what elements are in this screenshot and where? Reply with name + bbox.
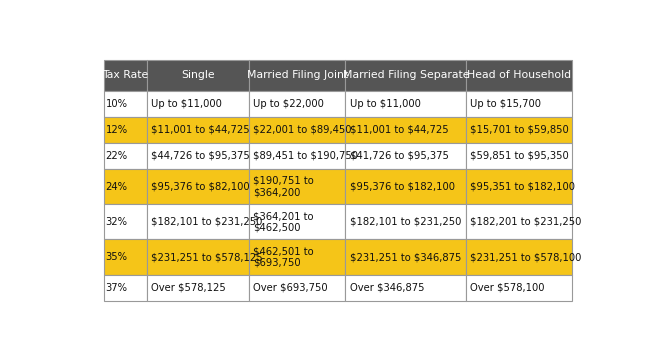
Bar: [345, 239, 466, 275]
Text: $190,751 to
$364,200: $190,751 to $364,200: [253, 176, 313, 197]
Text: $41,726 to $95,375: $41,726 to $95,375: [350, 151, 449, 161]
Text: $95,376 to $182,100: $95,376 to $182,100: [350, 182, 455, 192]
Text: $182,101 to $231,250: $182,101 to $231,250: [350, 217, 462, 227]
Bar: [345, 275, 466, 301]
Bar: [249, 275, 345, 301]
Text: 10%: 10%: [106, 99, 127, 109]
Text: Head of Household: Head of Household: [467, 70, 571, 80]
Bar: [249, 143, 345, 169]
Text: $89,451 to $190,750: $89,451 to $190,750: [253, 151, 358, 161]
Text: Over $578,125: Over $578,125: [151, 283, 226, 293]
Text: 37%: 37%: [106, 283, 127, 293]
Bar: [345, 91, 466, 117]
Text: Married Filing Joint: Married Filing Joint: [246, 70, 348, 80]
Bar: [466, 143, 573, 169]
Bar: [249, 239, 345, 275]
Bar: [148, 275, 249, 301]
Text: Single: Single: [181, 70, 215, 80]
Bar: [345, 117, 466, 143]
Bar: [466, 91, 573, 117]
Bar: [104, 204, 148, 239]
Text: Up to $11,000: Up to $11,000: [350, 99, 421, 109]
Text: Over $578,100: Over $578,100: [471, 283, 545, 293]
Text: Over $346,875: Over $346,875: [350, 283, 424, 293]
Bar: [104, 60, 148, 91]
Text: $11,001 to $44,725: $11,001 to $44,725: [350, 125, 449, 135]
Bar: [345, 60, 466, 91]
Bar: [104, 91, 148, 117]
Bar: [148, 91, 249, 117]
Text: $182,101 to $231,250: $182,101 to $231,250: [151, 217, 263, 227]
Text: 35%: 35%: [106, 252, 127, 262]
Bar: [345, 204, 466, 239]
Bar: [466, 239, 573, 275]
Text: 32%: 32%: [106, 217, 127, 227]
Text: Married Filing Separate: Married Filing Separate: [343, 70, 469, 80]
Bar: [104, 169, 148, 204]
Text: Up to $11,000: Up to $11,000: [151, 99, 222, 109]
Text: $44,726 to $95,375: $44,726 to $95,375: [151, 151, 250, 161]
Text: 22%: 22%: [106, 151, 128, 161]
Text: Up to $22,000: Up to $22,000: [253, 99, 324, 109]
Text: $22,001 to $89,450: $22,001 to $89,450: [253, 125, 351, 135]
Bar: [148, 60, 249, 91]
Bar: [148, 239, 249, 275]
Bar: [148, 117, 249, 143]
Bar: [466, 169, 573, 204]
Bar: [104, 143, 148, 169]
Text: $231,251 to $578,125: $231,251 to $578,125: [151, 252, 263, 262]
Bar: [466, 60, 573, 91]
Text: $15,701 to $59,850: $15,701 to $59,850: [471, 125, 569, 135]
Text: $182,201 to $231,250: $182,201 to $231,250: [471, 217, 582, 227]
Bar: [466, 117, 573, 143]
Text: Over $693,750: Over $693,750: [253, 283, 328, 293]
Text: $462,501 to
$693,750: $462,501 to $693,750: [253, 246, 313, 268]
Bar: [345, 143, 466, 169]
Text: Tax Rate: Tax Rate: [103, 70, 149, 80]
Text: $364,201 to
$462,500: $364,201 to $462,500: [253, 211, 313, 233]
Bar: [249, 117, 345, 143]
Bar: [148, 169, 249, 204]
Text: $231,251 to $346,875: $231,251 to $346,875: [350, 252, 462, 262]
Bar: [148, 143, 249, 169]
Bar: [104, 239, 148, 275]
Text: $95,376 to $82,100: $95,376 to $82,100: [151, 182, 250, 192]
Bar: [466, 275, 573, 301]
Text: $95,351 to $182,100: $95,351 to $182,100: [471, 182, 575, 192]
Bar: [104, 117, 148, 143]
Text: Up to $15,700: Up to $15,700: [471, 99, 541, 109]
Bar: [345, 169, 466, 204]
Bar: [466, 204, 573, 239]
Bar: [104, 275, 148, 301]
Bar: [249, 91, 345, 117]
Text: 12%: 12%: [106, 125, 128, 135]
Text: $231,251 to $578,100: $231,251 to $578,100: [471, 252, 582, 262]
Bar: [249, 204, 345, 239]
Text: $11,001 to $44,725: $11,001 to $44,725: [151, 125, 250, 135]
Bar: [249, 169, 345, 204]
Bar: [148, 204, 249, 239]
Text: 24%: 24%: [106, 182, 127, 192]
Text: $59,851 to $95,350: $59,851 to $95,350: [471, 151, 569, 161]
Bar: [249, 60, 345, 91]
